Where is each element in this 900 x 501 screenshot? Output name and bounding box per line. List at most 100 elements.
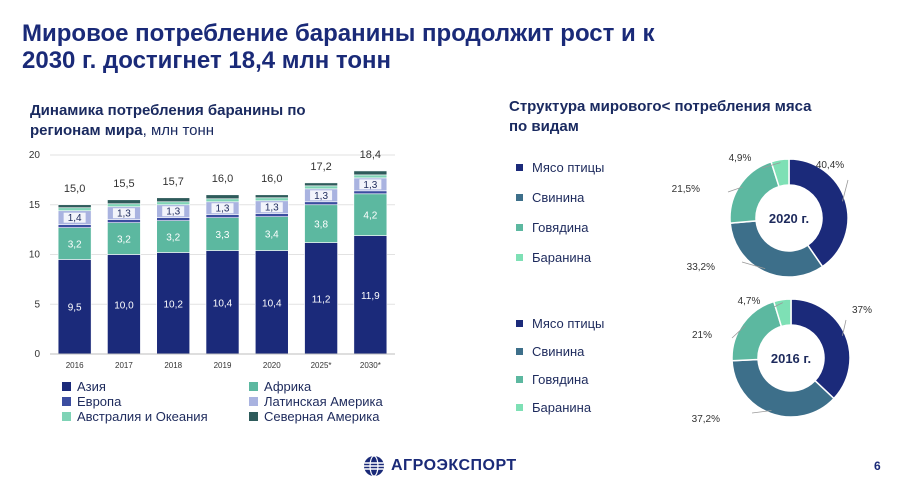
bar-legend-item-asia: Азия bbox=[62, 379, 106, 394]
bar-segment-africa bbox=[57, 227, 92, 260]
bar-segment-label: 1,3 bbox=[216, 204, 230, 215]
donut-legend-item: Говядина bbox=[516, 372, 588, 387]
bar-segment-europe bbox=[107, 219, 141, 223]
x-tick-label: 2016 bbox=[66, 361, 84, 370]
legend-swatch bbox=[516, 320, 523, 327]
bar-segment-europe bbox=[57, 224, 92, 228]
bar-segment-asia bbox=[205, 250, 240, 355]
leader-line bbox=[727, 186, 743, 193]
bar-segment-asia bbox=[107, 254, 141, 355]
legend-swatch bbox=[516, 224, 523, 231]
bar-segment-australia bbox=[205, 198, 240, 203]
bar-segment-label: 11,9 bbox=[361, 291, 380, 302]
donut-value-label: 33,2% bbox=[687, 262, 715, 273]
bar-segment-label: 10,4 bbox=[213, 298, 233, 309]
bar-total-label: 15,7 bbox=[163, 176, 184, 188]
bar-segment-australia bbox=[353, 174, 388, 179]
bar-segment-label: 3,8 bbox=[314, 220, 328, 231]
bar-segment-label: 9,5 bbox=[68, 303, 82, 314]
bar-legend-item-europe: Европа bbox=[62, 394, 121, 409]
legend-label: Северная Америка bbox=[264, 409, 380, 424]
donut-center-label: 2020 г. bbox=[769, 211, 809, 226]
bar-segment-label: 4,2 bbox=[363, 211, 377, 222]
leader-line bbox=[761, 162, 781, 169]
legend-label: Мясо птицы bbox=[532, 160, 605, 175]
bar-segment-namerica bbox=[353, 170, 388, 176]
donut-legend-item: Свинина bbox=[516, 344, 584, 359]
bar-segment-label: 3,2 bbox=[166, 233, 180, 244]
bar-legend-item-latam: Латинская Америка bbox=[249, 394, 383, 409]
bar-segment-namerica bbox=[254, 194, 289, 199]
legend-label: Латинская Америка bbox=[264, 394, 383, 409]
bar-segment-africa bbox=[156, 220, 191, 253]
bar-segment-label: 1,3 bbox=[314, 191, 328, 202]
bar-chart-title-unit: , млн тонн bbox=[142, 122, 215, 139]
bar-segment-label: 1,4 bbox=[68, 213, 82, 224]
x-tick-label: 2019 bbox=[214, 361, 232, 370]
legend-swatch bbox=[516, 194, 523, 201]
globe-icon bbox=[364, 455, 384, 477]
y-tick-label: 20 bbox=[29, 150, 41, 161]
donut-slice bbox=[729, 220, 824, 278]
y-tick-label: 5 bbox=[34, 299, 40, 310]
donut-slice bbox=[772, 298, 792, 328]
bar-segment-label: 1,3 bbox=[166, 207, 180, 218]
legend-label: Баранина bbox=[532, 250, 592, 265]
page-number: 6 bbox=[874, 459, 881, 473]
bar-segment-label: 3,3 bbox=[216, 230, 230, 241]
bar-label-bg bbox=[211, 203, 234, 214]
legend-label: Африка bbox=[264, 379, 312, 394]
bar-segment-label: 10,0 bbox=[114, 300, 134, 311]
leader-line bbox=[842, 179, 849, 202]
donut-value-label: 37% bbox=[852, 305, 872, 316]
slide-title: Мировое потребление баранины продолжит р… bbox=[22, 20, 655, 74]
legend-label: Азия bbox=[77, 379, 106, 394]
legend-swatch bbox=[516, 376, 523, 383]
legend-swatch bbox=[516, 404, 523, 411]
bar-segment-label: 10,2 bbox=[163, 299, 183, 310]
donut-legend-item: Мясо птицы bbox=[516, 160, 604, 175]
bar-segment-africa bbox=[254, 216, 289, 251]
bar-segment-europe bbox=[254, 213, 289, 217]
donut-charts-title: Структура мирового< потребления мяса по … bbox=[509, 98, 812, 135]
donut-value-label: 4,9% bbox=[729, 153, 752, 164]
bar-segment-europe bbox=[304, 201, 338, 206]
bar-legend-item-africa: Африка bbox=[249, 379, 311, 394]
donut-legend-item: Баранина bbox=[516, 250, 591, 265]
x-tick-label: 2017 bbox=[115, 361, 133, 370]
donut-slice bbox=[790, 298, 851, 400]
legend-label: Австралия и Океания bbox=[77, 409, 208, 424]
donut-legend-item: Говядина bbox=[516, 220, 588, 235]
bar-segment-asia bbox=[57, 259, 92, 355]
leader-line bbox=[751, 410, 772, 414]
bar-total-label: 18,4 bbox=[360, 149, 381, 161]
bar-segment-australia bbox=[254, 197, 289, 202]
bar-label-bg bbox=[162, 206, 185, 217]
bar-segment-africa bbox=[353, 193, 388, 236]
bar-segment-asia bbox=[353, 235, 388, 355]
legend-swatch bbox=[249, 397, 258, 406]
legend-swatch bbox=[249, 382, 258, 391]
x-tick-label: 2030* bbox=[360, 361, 381, 370]
bar-label-bg bbox=[260, 202, 283, 213]
legend-swatch bbox=[516, 254, 523, 261]
donut-legend-item: Баранина bbox=[516, 400, 591, 415]
y-tick-label: 10 bbox=[29, 250, 41, 261]
bar-label-bg bbox=[112, 208, 135, 219]
donut-value-label: 21% bbox=[692, 330, 712, 341]
x-tick-label: 2025* bbox=[311, 361, 332, 370]
bar-segment-europe bbox=[156, 217, 191, 221]
footer-logo: АГРОЭКСПОРТ bbox=[363, 455, 517, 477]
bar-segment-label: 3,2 bbox=[68, 240, 82, 251]
bar-segment-namerica bbox=[107, 199, 141, 205]
bar-segment-label: 10,4 bbox=[262, 298, 282, 309]
bar-total-label: 16,0 bbox=[212, 173, 233, 185]
y-tick-label: 0 bbox=[34, 349, 40, 360]
bar-chart-title-main: Динамика потребления баранины по региона… bbox=[30, 102, 306, 139]
leader-line bbox=[773, 302, 783, 308]
legend-swatch bbox=[249, 412, 258, 421]
legend-label: Говядина bbox=[532, 220, 589, 235]
bar-legend-item-australia: Австралия и Океания bbox=[62, 409, 208, 424]
bar-segment-africa bbox=[205, 217, 240, 251]
legend-label: Европа bbox=[77, 394, 122, 409]
